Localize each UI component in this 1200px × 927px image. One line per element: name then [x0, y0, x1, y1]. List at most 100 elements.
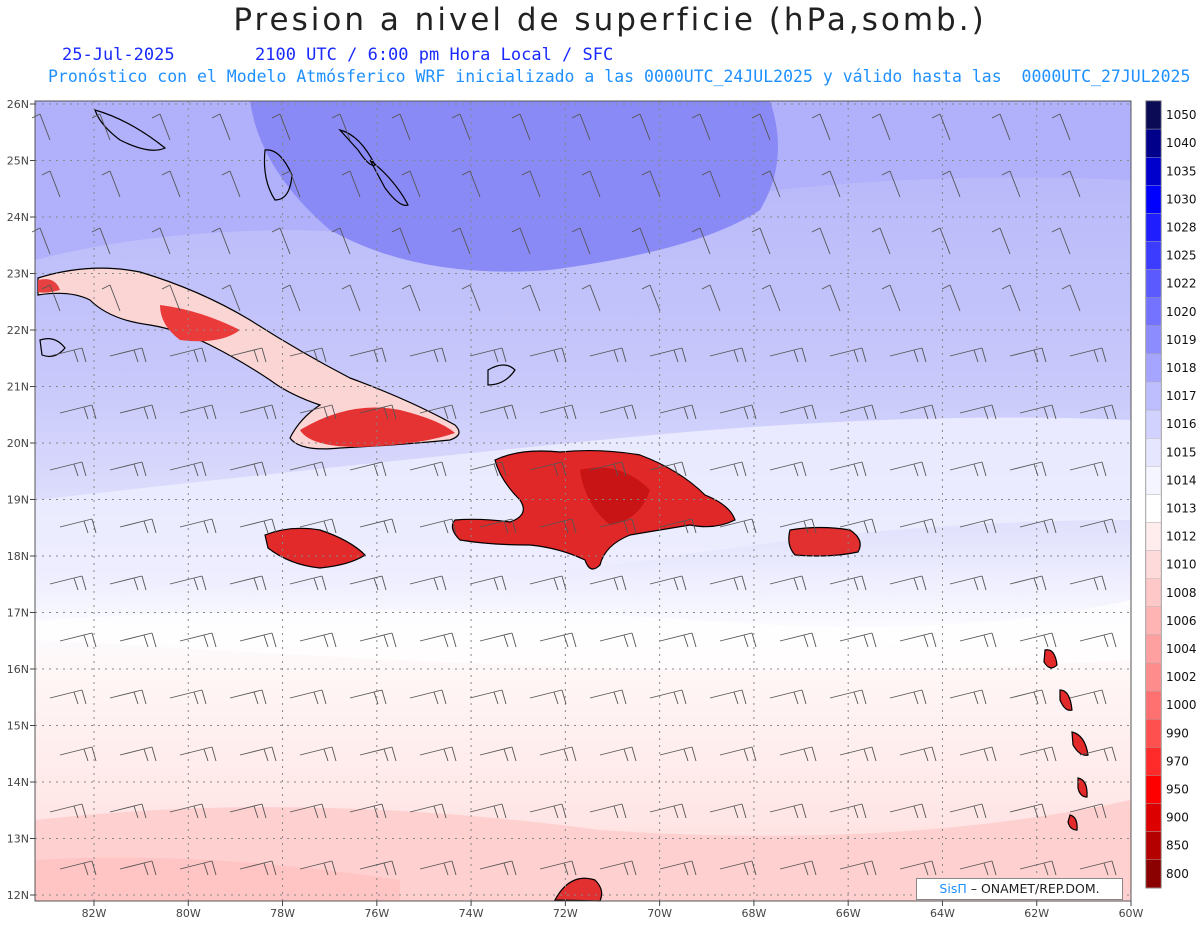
wind-barb — [719, 518, 757, 534]
colorbar-swatch — [1145, 831, 1162, 860]
wind-barb — [599, 860, 637, 876]
wind-barb — [631, 227, 651, 255]
wind-barb — [899, 404, 937, 420]
wind-barb — [899, 860, 937, 876]
wind-barb — [1079, 632, 1117, 648]
lon-label: 62W — [1024, 907, 1049, 920]
colorbar-label: 1019 — [1166, 333, 1197, 347]
wind-barb — [419, 518, 457, 534]
wind-barb — [769, 689, 807, 705]
colorbar-label: 1004 — [1166, 642, 1197, 656]
wind-barb — [239, 404, 277, 420]
lat-label: 18N — [7, 550, 29, 563]
colorbar-label: 1050 — [1166, 108, 1197, 122]
cuba — [37, 267, 460, 450]
wind-barb — [401, 284, 421, 312]
wind-barb — [829, 461, 867, 477]
wind-barb — [1069, 461, 1107, 477]
wind-barb — [599, 746, 637, 762]
wind-barb — [281, 170, 301, 198]
wind-barb — [881, 284, 901, 312]
wind-barb — [349, 803, 387, 819]
wind-barb — [899, 518, 937, 534]
wind-barb — [1019, 404, 1057, 420]
wind-barb — [829, 689, 867, 705]
wind-barb — [1001, 170, 1021, 198]
wind-barb — [949, 461, 987, 477]
colorbar-label: 1012 — [1166, 530, 1197, 544]
lat-label: 25N — [7, 155, 29, 168]
wind-barb — [719, 860, 757, 876]
colorbar-label: 900 — [1166, 811, 1189, 825]
wind-barb — [461, 284, 481, 312]
wind-barb — [511, 113, 531, 141]
lon-label: 68W — [741, 907, 766, 920]
wind-barb — [119, 860, 157, 876]
wind-barb — [281, 284, 301, 312]
wind-barb — [1009, 689, 1047, 705]
colorbar-swatch — [1145, 409, 1162, 439]
wind-barb — [479, 746, 517, 762]
wind-barb — [49, 803, 87, 819]
wind-barb — [941, 170, 961, 198]
colorbar-swatch — [1145, 466, 1162, 495]
land-masses — [37, 109, 1089, 902]
colorbar-swatch — [1145, 353, 1162, 383]
colorbar-swatch — [1145, 662, 1162, 692]
colorbar-label: 1014 — [1166, 473, 1197, 487]
wind-barb — [839, 518, 877, 534]
wind-barb — [1069, 689, 1107, 705]
wind-barb — [349, 575, 387, 591]
wind-barb — [179, 860, 217, 876]
longitude-labels: 82W 80W 78W 76W 74W 72W 70W 68W 66W 64W 62W 60W — [82, 901, 1144, 920]
lat-label: 12N — [7, 889, 29, 902]
wind-barb — [709, 575, 747, 591]
wind-barb — [409, 347, 447, 363]
colorbar-label: 990 — [1166, 726, 1189, 740]
graticule — [35, 101, 1132, 901]
wind-barb — [839, 746, 877, 762]
lon-label: 66W — [836, 907, 861, 920]
wind-barb — [239, 518, 277, 534]
colorbar-swatch — [1145, 606, 1162, 636]
lat-label: 17N — [7, 607, 29, 620]
lat-label: 14N — [7, 776, 29, 789]
wind-barb — [161, 170, 181, 198]
wind-barb — [649, 347, 687, 363]
wind-barb — [769, 803, 807, 819]
wind-barb — [1019, 746, 1057, 762]
wind-barb — [359, 632, 397, 648]
wind-barb — [341, 170, 361, 198]
wind-barb — [949, 575, 987, 591]
wind-barb — [331, 227, 351, 255]
wind-barb — [599, 632, 637, 648]
wind-barb — [221, 170, 241, 198]
jamaica — [264, 527, 366, 569]
lon-label: 80W — [176, 907, 201, 920]
colorbar-swatch — [1145, 550, 1162, 579]
wind-barb — [889, 461, 927, 477]
wind-barb — [1009, 347, 1047, 363]
wind-barb — [469, 575, 507, 591]
wind-barb — [479, 860, 517, 876]
wind-barb — [761, 284, 781, 312]
wind-barb — [229, 803, 267, 819]
wind-barb — [959, 518, 997, 534]
colorbar-swatch — [1145, 381, 1162, 411]
dominica — [1059, 689, 1073, 711]
wind-barb — [59, 746, 97, 762]
wind-barb — [829, 575, 867, 591]
wind-barb — [709, 803, 747, 819]
colorbar-label: 1035 — [1166, 164, 1197, 178]
wind-barb — [1061, 284, 1081, 312]
wind-barb — [709, 461, 747, 477]
wind-barb — [451, 227, 471, 255]
wind-barb — [779, 860, 817, 876]
wind-barb — [409, 461, 447, 477]
wind-barb — [1019, 632, 1057, 648]
wind-barb — [289, 803, 327, 819]
wind-barb — [589, 347, 627, 363]
colorbar-swatch — [1145, 241, 1162, 270]
wind-barb — [239, 746, 277, 762]
wind-barb — [871, 113, 891, 141]
